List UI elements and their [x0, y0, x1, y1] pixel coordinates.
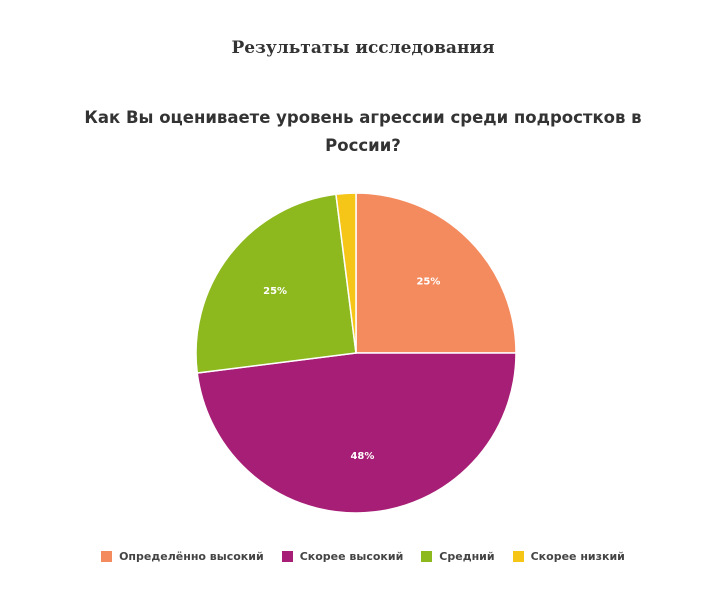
pie-slice-2	[195, 193, 357, 374]
pie-slice-3	[335, 192, 357, 354]
page-heading: Результаты исследования	[231, 38, 495, 58]
legend-label-2: Средний	[439, 550, 495, 563]
legend-swatch-3	[512, 551, 524, 562]
legend-item-2[interactable]: Средний	[421, 550, 495, 563]
legend-label-3: Скорее низкий	[530, 550, 625, 563]
pie-slice-1	[196, 352, 517, 514]
slice-label-0: 25%	[416, 277, 440, 288]
slice-label-1: 48%	[350, 451, 374, 462]
legend-swatch-2	[421, 551, 433, 562]
legend-label-1: Скорее высокий	[299, 550, 404, 563]
legend-swatch-0	[101, 551, 113, 562]
chart-legend: Определённо высокий Скорее высокий Средний…	[0, 550, 726, 563]
legend-item-0[interactable]: Определённо высокий	[101, 550, 264, 563]
slice-label-2: 25%	[263, 286, 287, 297]
legend-label-0: Определённо высокий	[119, 550, 264, 563]
legend-item-1[interactable]: Скорее высокий	[281, 550, 404, 563]
chart-title: Как Вы оцениваете уровень агрессии среди…	[84, 108, 642, 155]
pie-slice-0	[355, 192, 517, 354]
legend-item-3[interactable]: Скорее низкий	[512, 550, 625, 563]
legend-swatch-1	[281, 551, 293, 562]
